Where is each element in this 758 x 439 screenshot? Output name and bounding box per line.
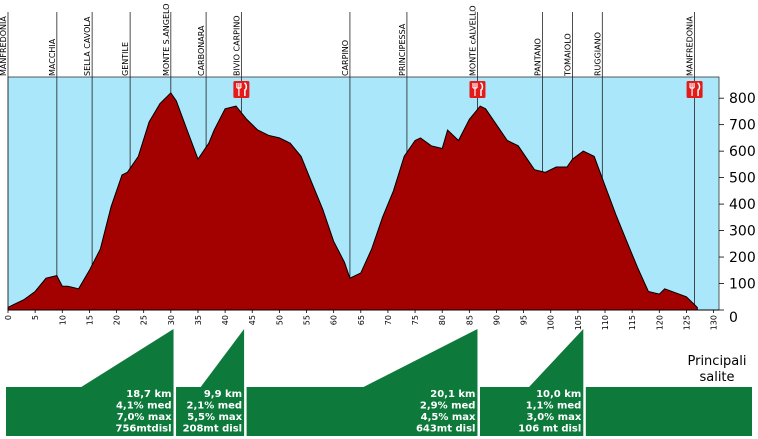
x-tick-label: 65 — [357, 315, 366, 325]
climb-separator — [244, 387, 247, 436]
climb-triangle — [81, 329, 174, 387]
locality-label: MONTE S.ANGELO — [162, 4, 171, 76]
locality-label: PANTANO — [534, 38, 543, 76]
fork-shape — [689, 83, 695, 96]
y-tick-label: 400 — [729, 197, 756, 213]
locality-label: MANFREDONIA — [0, 16, 8, 76]
y-tick-label: 700 — [729, 118, 756, 134]
climb-length: 9,9 km — [204, 389, 242, 400]
climb-gain: 208mt disl — [183, 424, 243, 435]
climb-gain: 643mt disl — [416, 424, 476, 435]
knife-shape — [697, 82, 701, 96]
x-tick-label: 35 — [194, 315, 203, 325]
climb-avg: 4,1% med — [116, 401, 172, 412]
x-tick-label: 125 — [682, 315, 691, 330]
y-axis: 0 100 200 300 400 500 600 700 800 — [719, 91, 756, 326]
x-tick-label: 120 — [655, 315, 664, 330]
x-tick-label: 10 — [58, 315, 67, 325]
legend-line-1: Principali — [687, 354, 746, 369]
locality-label: RUGGIANO — [593, 32, 602, 76]
x-tick-label: 30 — [167, 315, 176, 325]
x-tick-label: 40 — [221, 315, 230, 325]
climb-max: 4,5% max — [421, 412, 476, 423]
climb-triangle — [200, 329, 245, 387]
x-tick-label: 105 — [574, 315, 583, 330]
climb-avg: 2,1% med — [187, 401, 243, 412]
x-tick-label: 45 — [248, 315, 257, 325]
x-tick-label: 5 — [31, 315, 40, 320]
knife-shape — [243, 82, 248, 96]
x-tick-label: 60 — [330, 315, 339, 325]
x-tick-label: 15 — [85, 315, 94, 325]
x-tick-label: 50 — [275, 315, 284, 325]
locality-label: MONTE cALVELLO — [468, 5, 477, 76]
locality-label: PRINCIPESSA — [398, 23, 407, 76]
y-tick-label: 500 — [729, 171, 756, 187]
x-tick-label: 90 — [492, 315, 501, 325]
fork-knife-icon — [233, 81, 250, 98]
locality-label: GENTILE — [121, 42, 130, 76]
climb-separator — [583, 387, 586, 436]
locality-label: CARBONARA — [197, 25, 206, 76]
x-tick-label: 130 — [710, 315, 719, 330]
fork-knife-icon — [469, 81, 486, 98]
climb-max: 3,0% max — [526, 412, 581, 423]
knife-shape — [480, 82, 484, 96]
x-tick-label: 110 — [601, 315, 610, 330]
fork-shape — [236, 83, 242, 96]
x-tick-label: 0 — [4, 315, 13, 320]
fork-knife-icon — [686, 81, 703, 98]
x-tick-label: 70 — [384, 315, 393, 325]
x-tick-label: 115 — [628, 315, 637, 330]
x-tick-label: 100 — [547, 315, 556, 330]
x-tick-label: 75 — [411, 315, 420, 325]
climb-length: 20,1 km — [430, 389, 475, 400]
locality-label: TOMAIOLO — [563, 33, 572, 77]
climb-max: 5,5% max — [187, 412, 242, 423]
climb-gain: 106 mt disl — [518, 424, 581, 435]
climb-triangle — [363, 329, 478, 387]
y-tick-label: 800 — [729, 91, 756, 107]
y-tick-label: 0 — [729, 310, 738, 326]
locality-label: MANFREDONIA — [686, 16, 695, 76]
climb-separator — [173, 387, 177, 436]
elevation-profile — [7, 92, 698, 311]
feed-zone-markers — [233, 81, 703, 98]
fork-shape — [472, 83, 478, 96]
climb-length: 18,7 km — [126, 389, 171, 400]
x-axis: 0 5 10 15 20 25 30 35 40 45 50 55 60 65 70 75 80 85 90 95 10… — [4, 309, 719, 330]
x-tick-label: 80 — [438, 315, 447, 325]
x-tick-label: 85 — [465, 315, 474, 325]
y-tick-label: 100 — [729, 277, 756, 293]
x-tick-label: 20 — [113, 315, 122, 325]
locality-label: CARPINO — [341, 40, 350, 76]
y-tick-label: 600 — [729, 144, 756, 160]
x-tick-label: 55 — [303, 315, 312, 325]
locality-label: SELLA CAVOLA — [83, 16, 92, 76]
climb-avg: 2,9% med — [420, 401, 476, 412]
x-tick-label: 95 — [520, 315, 529, 325]
climb-triangle — [529, 329, 584, 387]
climb-length: 10,0 km — [536, 389, 581, 400]
climb-max: 7,0% max — [117, 412, 172, 423]
x-tick-label: 25 — [140, 315, 149, 325]
y-tick-label: 200 — [729, 250, 756, 266]
climb-gain: 756mtdisl — [115, 424, 171, 435]
locality-label: MACCHIA — [48, 38, 57, 76]
legend-line-2: salite — [699, 370, 734, 385]
climb-avg: 1,1% med — [526, 401, 582, 412]
climbs-band — [6, 387, 752, 436]
locality-labels: MANFREDONIA MACCHIA SELLA CAVOLA GENTILE MON… — [0, 4, 695, 77]
locality-label: BIVIO CARPINO — [232, 15, 241, 76]
climb-separator — [477, 387, 480, 436]
y-tick-label: 300 — [729, 224, 756, 240]
